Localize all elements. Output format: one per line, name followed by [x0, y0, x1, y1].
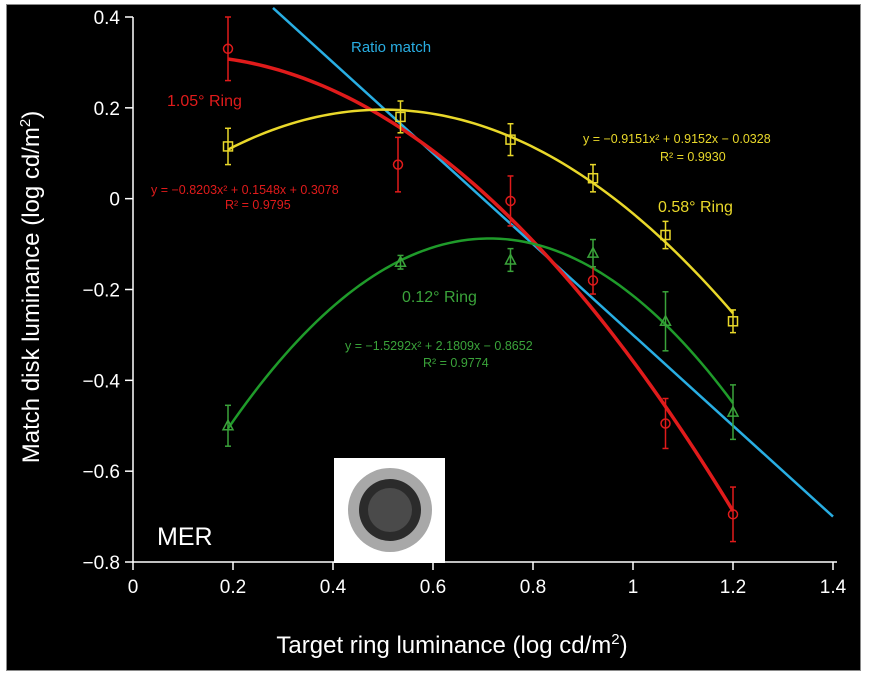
- data-point-circle: [660, 418, 671, 429]
- data-point-square: [222, 141, 234, 152]
- x-tick-label: 0: [128, 577, 139, 598]
- data-point-square: [505, 134, 516, 145]
- data-point-circle: [222, 43, 234, 55]
- concentric-disk-ring-icon: [334, 458, 445, 563]
- series-label-1-05-ring: 1.05° Ring: [167, 93, 242, 110]
- equation-0-12-ring: y = −1.5292x² + 2.1809x − 0.8652: [345, 339, 533, 353]
- fit-curve-2: [226, 237, 735, 430]
- data-point-triangle: [659, 314, 672, 327]
- data-point-square: [395, 111, 406, 123]
- panel-label: MER: [157, 523, 213, 551]
- y-axis-label: Match disk luminance (log cd/m2): [17, 111, 45, 463]
- y-tick-label: 0: [109, 190, 120, 211]
- y-tick-label: 0.2: [94, 99, 120, 120]
- x-tick-label: 0.2: [220, 577, 246, 598]
- y-tick-label: −0.8: [82, 553, 120, 574]
- data-point-triangle: [586, 246, 600, 258]
- fit-curve-1: [227, 108, 734, 315]
- data-point-circle: [392, 159, 404, 170]
- y-tick-label: −0.6: [82, 462, 120, 483]
- data-point-triangle: [221, 418, 235, 431]
- equation-0-58-ring: y = −0.9151x² + 0.9152x − 0.0328: [583, 132, 771, 146]
- x-tick-label: 0.8: [520, 577, 546, 598]
- chart-frame: 0 0.2 0.4 0.6 0.8 1 1.2 1.4 −0.8 −0.6 −0.4 −0.2 0 0.2…: [6, 4, 861, 671]
- data-point-circle: [505, 195, 516, 207]
- y-tick-label: 0.4: [94, 8, 121, 29]
- data-point-triangle: [394, 255, 407, 267]
- x-tick-label: 1: [628, 577, 639, 598]
- x-tick-label: 0.4: [320, 577, 347, 598]
- x-tick-label: 1.2: [720, 577, 746, 598]
- data-point-square: [727, 316, 739, 327]
- data-point-square: [587, 172, 599, 184]
- fit-curve-0: [227, 57, 735, 512]
- r2-0-58-ring: R² = 0.9930: [660, 150, 726, 164]
- r2-0-12-ring: R² = 0.9774: [423, 356, 489, 370]
- equation-1-05-ring: y = −0.8203x² + 0.1548x + 0.3078: [151, 183, 339, 197]
- chart: 0 0.2 0.4 0.6 0.8 1 1.2 1.4 −0.8 −0.6 −0.4 −0.2 0 0.2…: [17, 7, 847, 659]
- data-point-triangle: [726, 405, 740, 417]
- data-point-triangle: [504, 252, 517, 265]
- series-label-0-58-ring: 0.58° Ring: [658, 199, 733, 216]
- ratio-match-label: Ratio match: [351, 39, 431, 56]
- y-tick-label: −0.4: [82, 371, 120, 392]
- data-point-circle: [587, 275, 599, 286]
- y-tick-label: −0.2: [82, 281, 120, 302]
- data-point-square: [660, 229, 671, 241]
- data-point-circle: [727, 509, 739, 520]
- series-label-0-12-ring: 0.12° Ring: [402, 289, 477, 306]
- x-tick-label: 0.6: [420, 577, 446, 598]
- x-tick-label: 1.4: [820, 577, 847, 598]
- r2-1-05-ring: R² = 0.9795: [225, 198, 291, 212]
- x-axis-label: Target ring luminance (log cd/m2): [276, 631, 627, 659]
